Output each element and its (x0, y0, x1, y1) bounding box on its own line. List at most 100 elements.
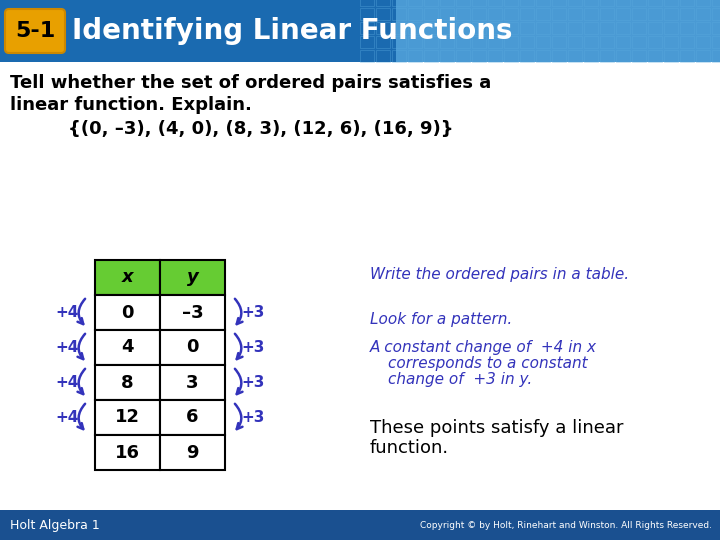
Bar (392, 22, 406, 34)
Bar (712, 22, 720, 34)
Bar (568, 0, 582, 6)
Bar (408, 22, 422, 34)
Bar (440, 22, 454, 34)
Bar (376, 36, 390, 48)
Bar (360, 36, 374, 48)
Bar (600, 8, 614, 20)
Bar (696, 50, 710, 62)
Bar (488, 22, 502, 34)
Bar (440, 0, 454, 6)
Bar (696, 0, 710, 6)
Bar (456, 36, 470, 48)
Text: Holt Algebra 1: Holt Algebra 1 (10, 518, 100, 531)
Bar (584, 0, 598, 6)
Bar (552, 8, 566, 20)
Bar (472, 22, 486, 34)
Bar (440, 50, 454, 62)
Bar (392, 8, 406, 20)
Bar (536, 36, 550, 48)
Bar (648, 36, 662, 48)
Bar (632, 50, 646, 62)
Text: 16: 16 (115, 443, 140, 462)
Text: 8: 8 (121, 374, 134, 391)
Bar (160, 295, 225, 330)
Bar (396, 0, 720, 62)
Bar (504, 36, 518, 48)
Bar (504, 22, 518, 34)
Bar (520, 0, 534, 6)
Bar (440, 36, 454, 48)
Bar (160, 435, 225, 470)
Text: 4: 4 (121, 339, 134, 356)
Bar (408, 0, 422, 6)
Bar (424, 0, 438, 6)
Text: y: y (186, 268, 199, 287)
Bar (680, 22, 694, 34)
Bar (456, 22, 470, 34)
Bar (440, 8, 454, 20)
Bar (472, 36, 486, 48)
Bar (520, 8, 534, 20)
Bar (552, 50, 566, 62)
Bar (160, 260, 225, 295)
Bar (376, 0, 390, 6)
Bar (392, 0, 406, 6)
Bar (424, 8, 438, 20)
FancyBboxPatch shape (5, 9, 65, 53)
Bar (536, 22, 550, 34)
Bar (568, 50, 582, 62)
Bar (664, 22, 678, 34)
Bar (95, 295, 160, 330)
Bar (95, 435, 160, 470)
Bar (360, 8, 374, 20)
Bar (376, 50, 390, 62)
Bar (472, 50, 486, 62)
Bar (392, 36, 406, 48)
Bar (632, 8, 646, 20)
Bar (712, 0, 720, 6)
Bar (616, 50, 630, 62)
Bar (648, 8, 662, 20)
Bar (664, 0, 678, 6)
Bar (488, 36, 502, 48)
Bar (696, 36, 710, 48)
Bar (95, 365, 160, 400)
Text: 6: 6 (186, 408, 199, 427)
Bar (160, 330, 225, 365)
Bar (616, 22, 630, 34)
Bar (424, 50, 438, 62)
Bar (552, 0, 566, 6)
Bar (712, 36, 720, 48)
Bar (648, 0, 662, 6)
Text: 12: 12 (115, 408, 140, 427)
Text: Tell whether the set of ordered pairs satisfies a: Tell whether the set of ordered pairs sa… (10, 74, 491, 92)
Bar (408, 8, 422, 20)
Text: 3: 3 (186, 374, 199, 391)
Text: x: x (122, 268, 133, 287)
Bar (424, 36, 438, 48)
Bar (160, 400, 225, 435)
Bar (456, 8, 470, 20)
Bar (408, 50, 422, 62)
Text: These points satisfy a linear: These points satisfy a linear (370, 419, 624, 437)
Bar (568, 36, 582, 48)
Bar (616, 36, 630, 48)
Bar (424, 22, 438, 34)
Bar (360, 50, 374, 62)
Bar (95, 400, 160, 435)
Bar (95, 260, 160, 295)
Bar (552, 22, 566, 34)
Bar (488, 0, 502, 6)
Bar (456, 50, 470, 62)
Bar (680, 36, 694, 48)
Bar (472, 0, 486, 6)
Text: –3: –3 (181, 303, 203, 321)
Text: +4: +4 (55, 305, 78, 320)
Bar (0, 62, 720, 510)
Bar (712, 50, 720, 62)
Text: 0: 0 (186, 339, 199, 356)
Bar (600, 36, 614, 48)
Bar (600, 50, 614, 62)
Bar (632, 36, 646, 48)
Bar (632, 0, 646, 6)
